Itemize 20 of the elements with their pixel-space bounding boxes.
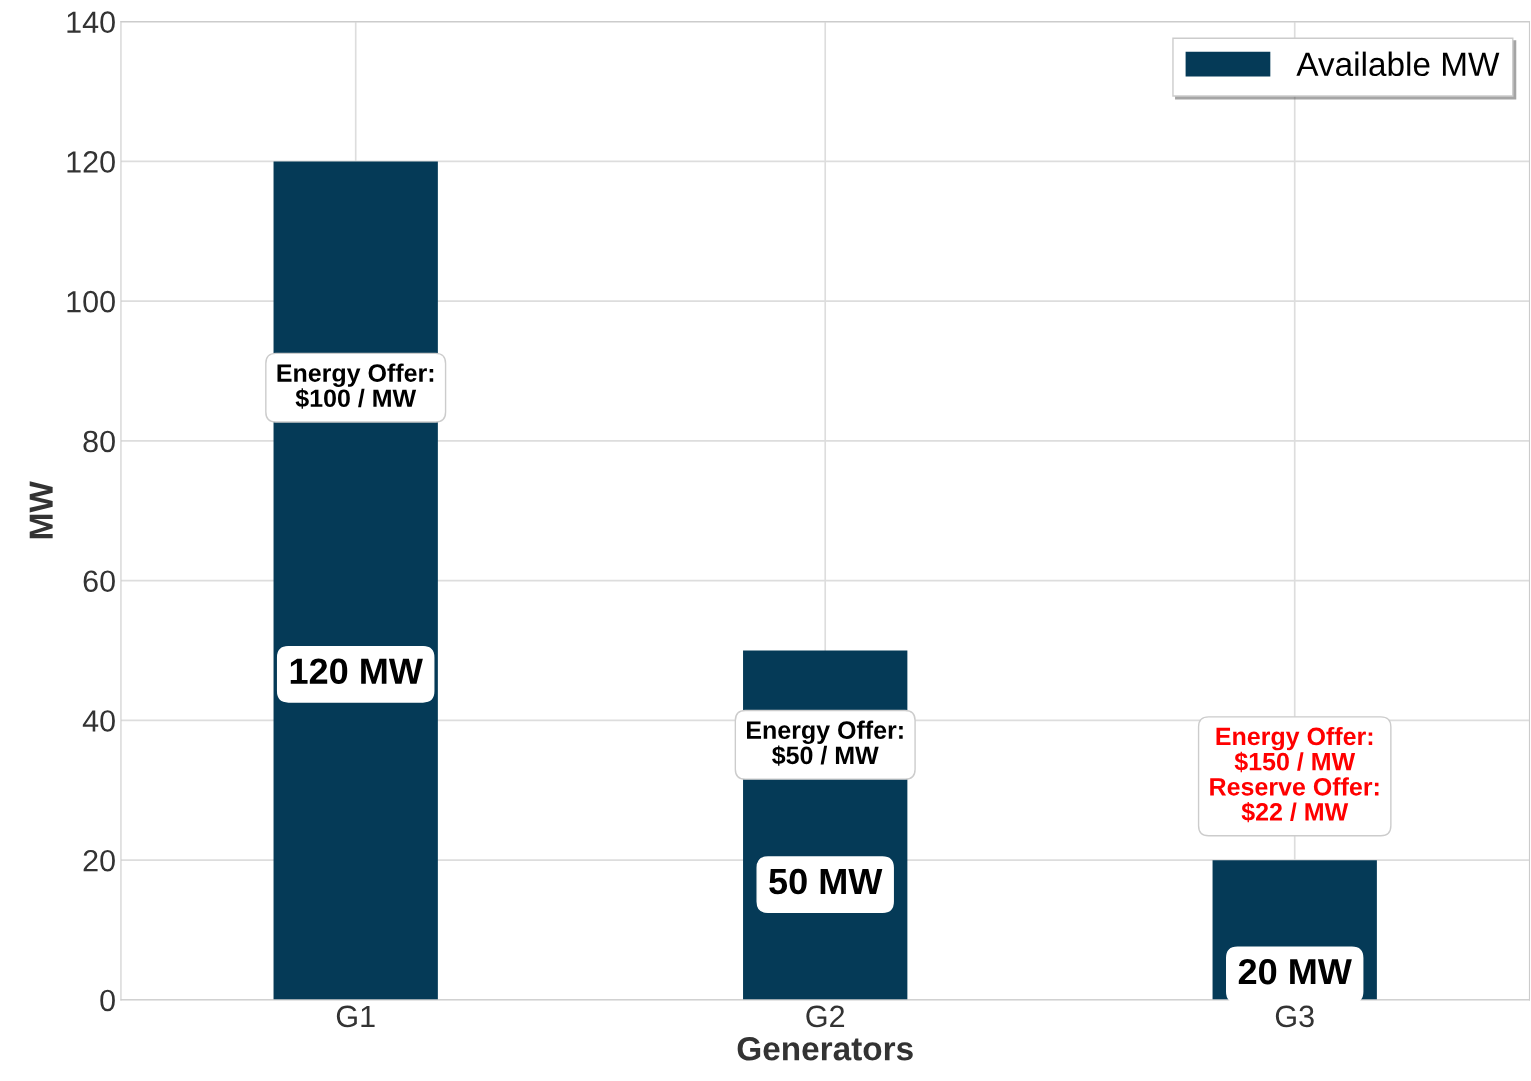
y-tick-label: 140 (67, 11, 115, 33)
x-tick-label: G3 (1275, 1005, 1314, 1028)
annotation: Energy Offer: $50 / MW (747, 720, 903, 766)
y-tick-label: 20 (83, 849, 115, 872)
y-axis-title: MW (29, 481, 53, 539)
x-tick-label: G1 (336, 1005, 375, 1028)
y-tick-label: 120 (67, 151, 115, 173)
y-tick-label: 40 (82, 710, 115, 732)
y-tick-label: 80 (83, 430, 115, 453)
annotation: Energy Offer: $150 / MW Reserve Offer: $22 / MW (1210, 726, 1379, 823)
y-tick-label: 0 (100, 989, 115, 1012)
data-label: 20 MW (1238, 958, 1352, 985)
data-label: 50 MW (769, 868, 883, 895)
annotation: Energy Offer: $100 / MW (277, 363, 434, 409)
y-tick-label: 60 (83, 570, 115, 593)
legend-label: Available MW (1296, 51, 1500, 77)
x-axis-title: Generators (737, 1036, 913, 1061)
x-tick-label: G2 (806, 1005, 845, 1028)
y-tick-label: 100 (67, 290, 115, 313)
data-label: 120 MW (290, 658, 423, 684)
